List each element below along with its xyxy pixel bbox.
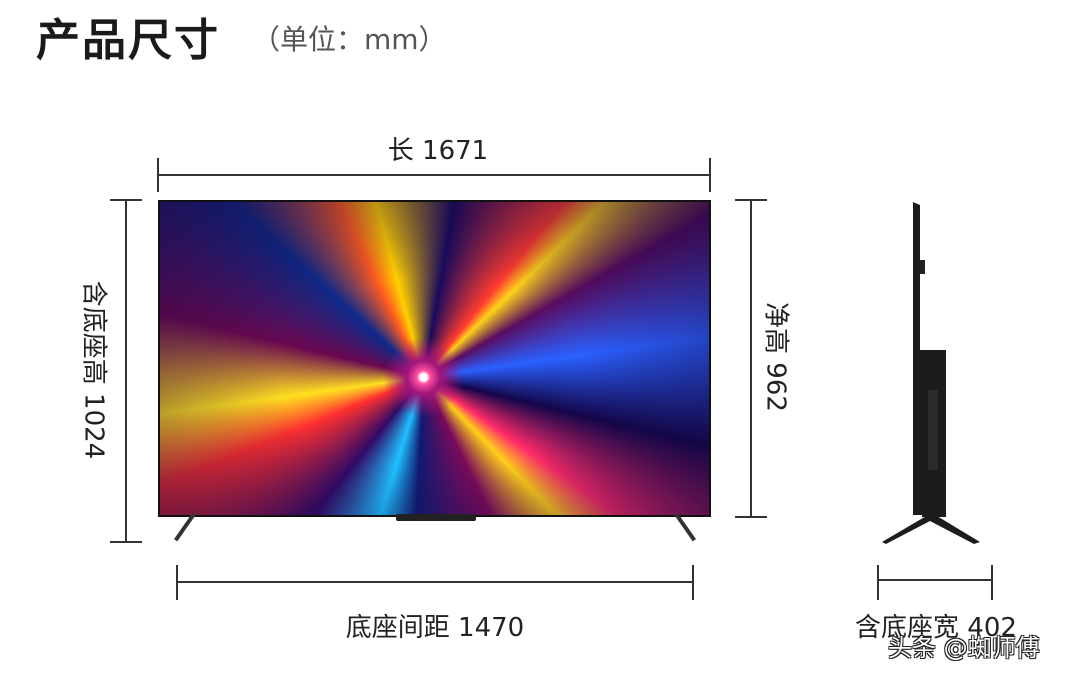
tv-screen-image xyxy=(158,200,711,517)
net-height-label: 净高 962 xyxy=(760,302,791,412)
page-title: 产品尺寸 xyxy=(36,15,220,66)
right-stand-foot xyxy=(674,512,696,542)
height-with-stand-label: 含底座高 1024 xyxy=(78,280,109,460)
stand-spacing-label: 底座间距 1470 xyxy=(345,613,525,643)
unit-label: （单位：mm） xyxy=(252,23,447,56)
length-label: 长 1671 xyxy=(387,136,489,166)
left-stand-foot xyxy=(174,512,196,542)
depth-with-stand-label: 含底座宽 402 xyxy=(855,613,1017,643)
tv-bottom-bar xyxy=(396,514,476,521)
tv-side-view xyxy=(882,202,980,544)
watermark: 头条 @蜘师傅 xyxy=(888,634,1040,662)
